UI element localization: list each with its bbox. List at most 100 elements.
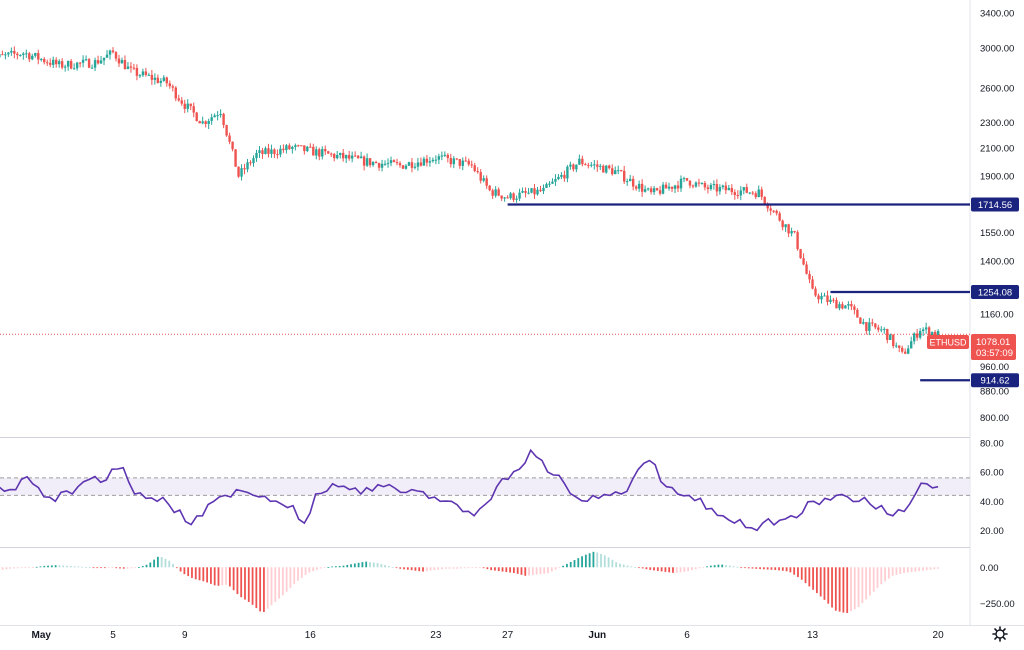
candle xyxy=(312,143,315,156)
candle xyxy=(186,99,189,113)
symbol-tag-bg xyxy=(927,335,969,349)
candle xyxy=(19,54,22,57)
histogram-bar xyxy=(569,561,572,568)
candle xyxy=(637,180,641,192)
histogram-bar xyxy=(312,567,315,572)
candle xyxy=(646,187,650,191)
candle xyxy=(497,187,500,197)
candle xyxy=(811,275,814,290)
candle xyxy=(28,51,31,63)
histogram-bar xyxy=(342,565,345,568)
candle xyxy=(563,170,566,182)
candle xyxy=(838,301,841,311)
candle xyxy=(503,196,506,202)
rsi-tick-label: 40.00 xyxy=(980,497,1004,508)
candle xyxy=(733,189,737,200)
candle xyxy=(377,162,381,171)
candle xyxy=(542,184,545,195)
histogram-bar xyxy=(213,567,216,586)
time-tick-label: 27 xyxy=(502,630,514,641)
candle xyxy=(745,183,748,194)
candle xyxy=(449,153,453,168)
candle xyxy=(114,51,118,62)
histogram-bar xyxy=(713,565,716,568)
candle xyxy=(386,158,390,168)
histogram-bar xyxy=(584,554,587,568)
gear-icon[interactable] xyxy=(992,626,1008,642)
candle xyxy=(422,156,426,166)
time-tick-label: May xyxy=(32,630,52,641)
hist-tick-label: 0.00 xyxy=(980,563,999,574)
candle xyxy=(153,73,157,85)
histogram-bar xyxy=(626,565,629,568)
last-price-countdown: 03:57:09 xyxy=(976,348,1013,359)
candle xyxy=(380,159,384,172)
candle xyxy=(207,118,210,130)
time-tick-label: 9 xyxy=(182,630,188,641)
histogram-bar xyxy=(725,565,727,568)
histogram-bar xyxy=(596,552,599,568)
candle xyxy=(817,293,820,304)
candle xyxy=(404,163,408,170)
candle xyxy=(901,345,904,354)
candle xyxy=(491,188,494,199)
candle xyxy=(715,179,719,197)
candle xyxy=(841,301,844,310)
histogram-bar xyxy=(202,567,205,582)
candle xyxy=(392,159,396,163)
level-labels: 1714.56 1254.08 914.62 xyxy=(971,197,1019,388)
histogram-bar xyxy=(255,567,258,609)
candle xyxy=(515,195,518,203)
histogram-bar xyxy=(581,556,583,568)
time-tick-label: 16 xyxy=(305,630,317,641)
histogram-bar xyxy=(1,567,4,570)
histogram-bar xyxy=(433,567,436,571)
last-price-tag: ETHUSD 1078.01 03:57:09 xyxy=(927,334,1016,360)
candle xyxy=(132,63,136,71)
candle xyxy=(446,153,450,163)
candle xyxy=(512,192,515,203)
histogram-bar xyxy=(834,567,837,611)
histogram-bar xyxy=(876,567,879,588)
candle xyxy=(673,184,677,194)
candle xyxy=(557,174,560,181)
candle xyxy=(123,55,127,70)
level-label: 914.62 xyxy=(971,373,1019,388)
candle xyxy=(267,143,270,158)
histogram-bar xyxy=(334,566,337,568)
candle xyxy=(924,322,928,334)
histogram-bar xyxy=(323,567,326,569)
price-tick-label: 960.00 xyxy=(980,362,1009,373)
candle xyxy=(832,297,835,303)
histogram-bar xyxy=(43,565,46,568)
candle xyxy=(670,186,674,193)
candle xyxy=(602,164,605,173)
candle xyxy=(222,112,225,129)
candle xyxy=(898,345,901,353)
histogram-bar xyxy=(225,567,227,585)
histogram-bar xyxy=(425,567,428,572)
candle xyxy=(428,156,432,167)
candle xyxy=(584,162,587,166)
price-axis-ticks: 3400.00 3000.00 2600.00 2300.00 2100.00 1900.… xyxy=(980,9,1014,425)
histogram-bar xyxy=(47,565,49,568)
candle xyxy=(796,230,799,251)
candle xyxy=(620,169,623,172)
histogram-bar xyxy=(744,567,746,569)
histogram-bar xyxy=(861,567,864,604)
histogram-bar xyxy=(308,567,311,573)
candle xyxy=(575,164,578,173)
rsi-tick-label: 20.00 xyxy=(980,526,1004,537)
candle xyxy=(676,180,680,193)
histogram-bar xyxy=(675,567,678,573)
candle xyxy=(321,146,324,160)
svg-text:914.62: 914.62 xyxy=(980,376,1009,387)
histogram-bar xyxy=(81,566,84,568)
candle xyxy=(748,192,751,195)
price-tick-label: 880.00 xyxy=(980,387,1009,398)
candle xyxy=(279,145,282,158)
candle xyxy=(66,60,70,71)
svg-text:1254.08: 1254.08 xyxy=(978,287,1012,298)
candle xyxy=(165,76,169,87)
histogram-bar xyxy=(31,567,34,569)
